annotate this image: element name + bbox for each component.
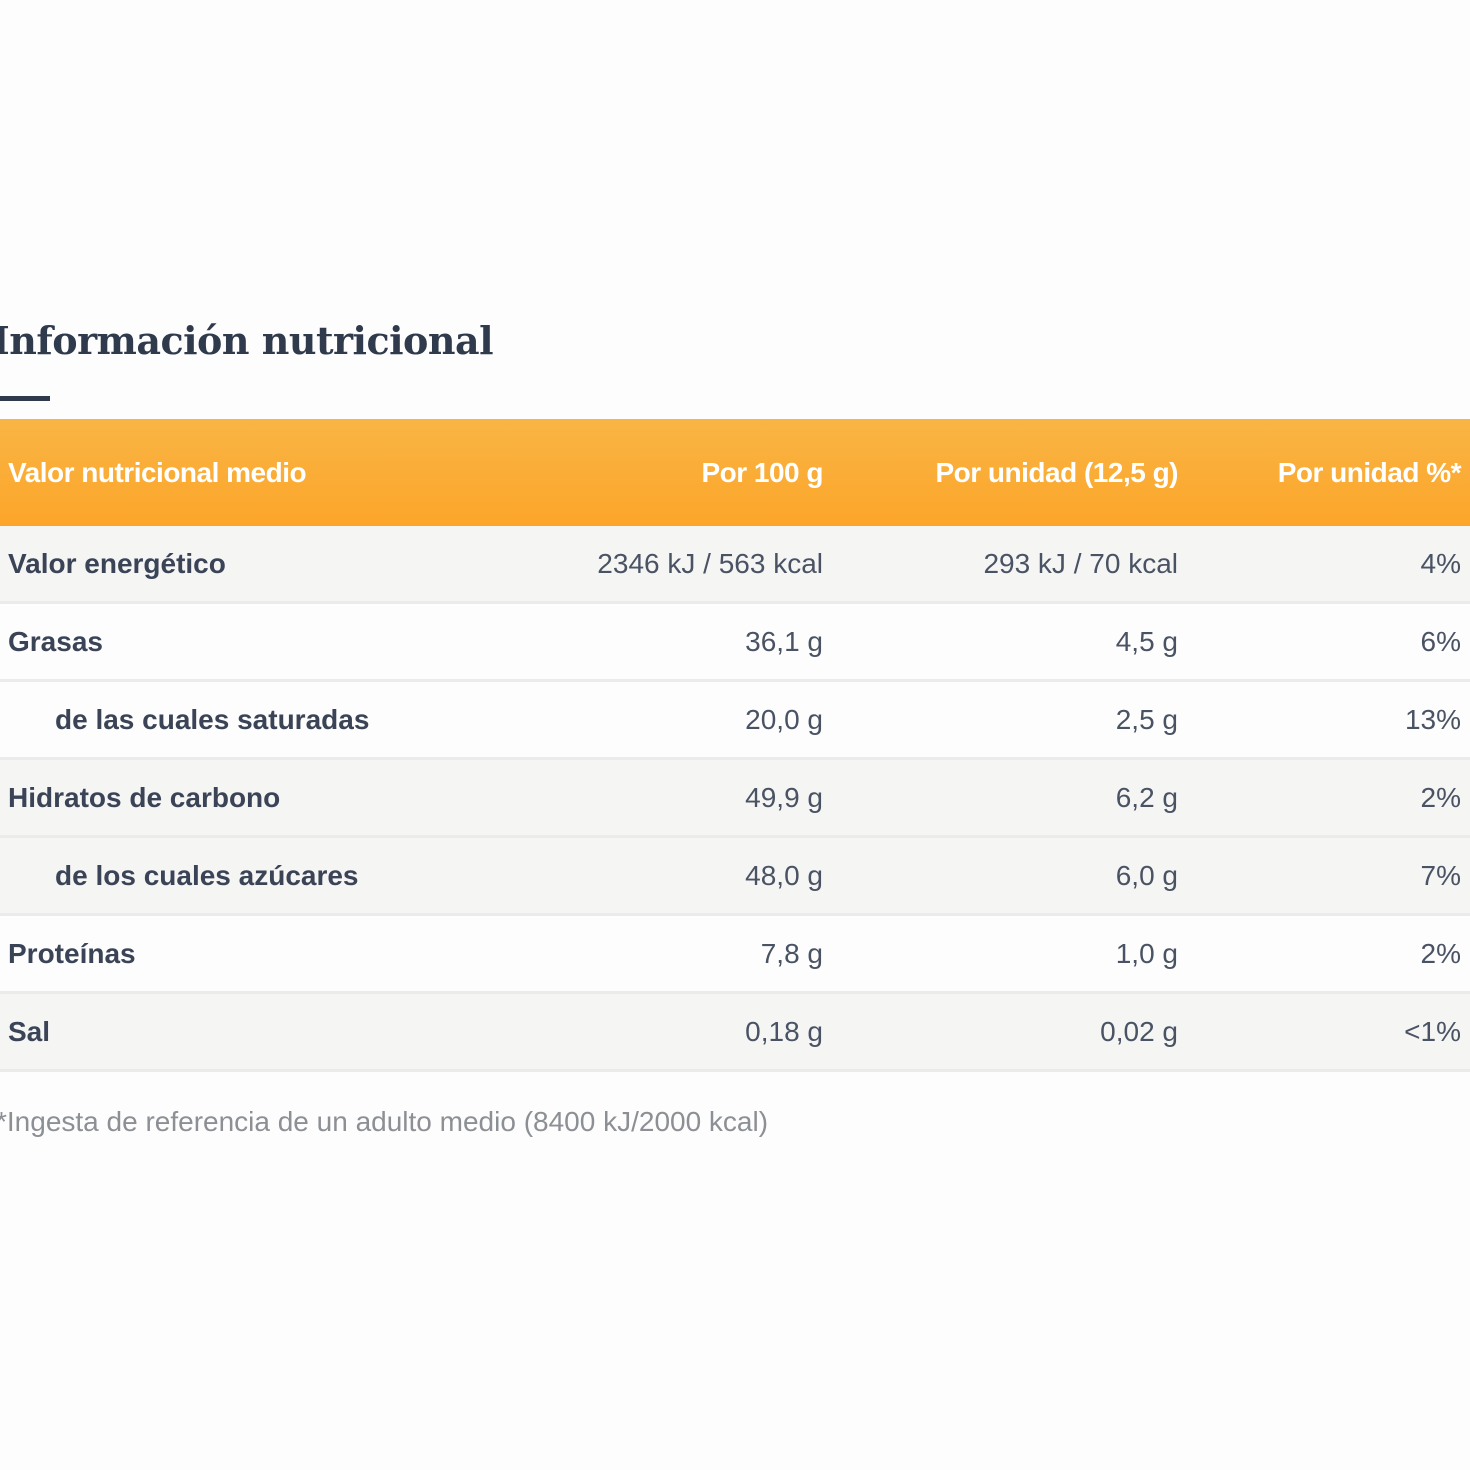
nutrition-table: Valor nutricional medio Por 100 g Por un… [0,419,1470,1072]
header-per-100g: Por 100 g [701,456,823,488]
table-row: Grasas 36,1 g 4,5 g 6% [0,604,1470,682]
row-per-100g: 20,0 g [745,703,823,735]
row-pct: 4% [1420,547,1461,579]
row-pct: 13% [1404,703,1461,735]
header-nutrient: Valor nutricional medio [8,456,307,488]
row-per-unit: 293 kJ / 70 kcal [983,547,1178,579]
row-per-unit: 6,2 g [1115,781,1178,813]
table-row: Hidratos de carbono 49,9 g 6,2 g 2% [0,760,1470,838]
row-per-unit: 1,0 g [1115,937,1178,969]
row-per-100g: 36,1 g [745,625,823,657]
row-per-100g: 7,8 g [760,937,823,969]
row-label: Grasas [8,625,103,657]
row-per-100g: 0,18 g [745,1015,823,1047]
table-row: Sal 0,18 g 0,02 g <1% [0,994,1470,1072]
header-per-unit: Por unidad (12,5 g) [935,456,1178,488]
row-per-unit: 4,5 g [1115,625,1178,657]
row-per-unit: 2,5 g [1115,703,1178,735]
row-per-100g: 48,0 g [745,859,823,891]
row-pct: 7% [1420,859,1461,891]
section-title: Información nutricional [0,318,494,363]
title-underline [0,396,50,401]
row-per-100g: 2346 kJ / 563 kcal [597,547,823,579]
reference-intake-footnote: *Ingesta de referencia de un adulto medi… [0,1106,769,1137]
row-label: de los cuales azúcares [55,859,359,891]
row-per-100g: 49,9 g [745,781,823,813]
table-row: Proteínas 7,8 g 1,0 g 2% [0,916,1470,994]
table-row: Valor energético 2346 kJ / 563 kcal 293 … [0,526,1470,604]
row-pct: 2% [1420,781,1461,813]
row-label: de las cuales saturadas [55,703,370,735]
row-label: Valor energético [8,547,226,579]
row-pct: <1% [1404,1015,1461,1047]
header-per-unit-pct: Por unidad %* [1277,456,1462,488]
table-row: de los cuales azúcares 48,0 g 6,0 g 7% [0,838,1470,916]
row-label: Sal [8,1015,51,1047]
row-pct: 6% [1420,625,1461,657]
row-label: Proteínas [8,937,136,969]
row-pct: 2% [1420,937,1461,969]
row-per-unit: 6,0 g [1115,859,1178,891]
row-label: Hidratos de carbono [8,781,281,813]
table-row: de las cuales saturadas 20,0 g 2,5 g 13% [0,682,1470,760]
row-per-unit: 0,02 g [1100,1015,1178,1047]
table-header-row: Valor nutricional medio Por 100 g Por un… [0,419,1470,526]
